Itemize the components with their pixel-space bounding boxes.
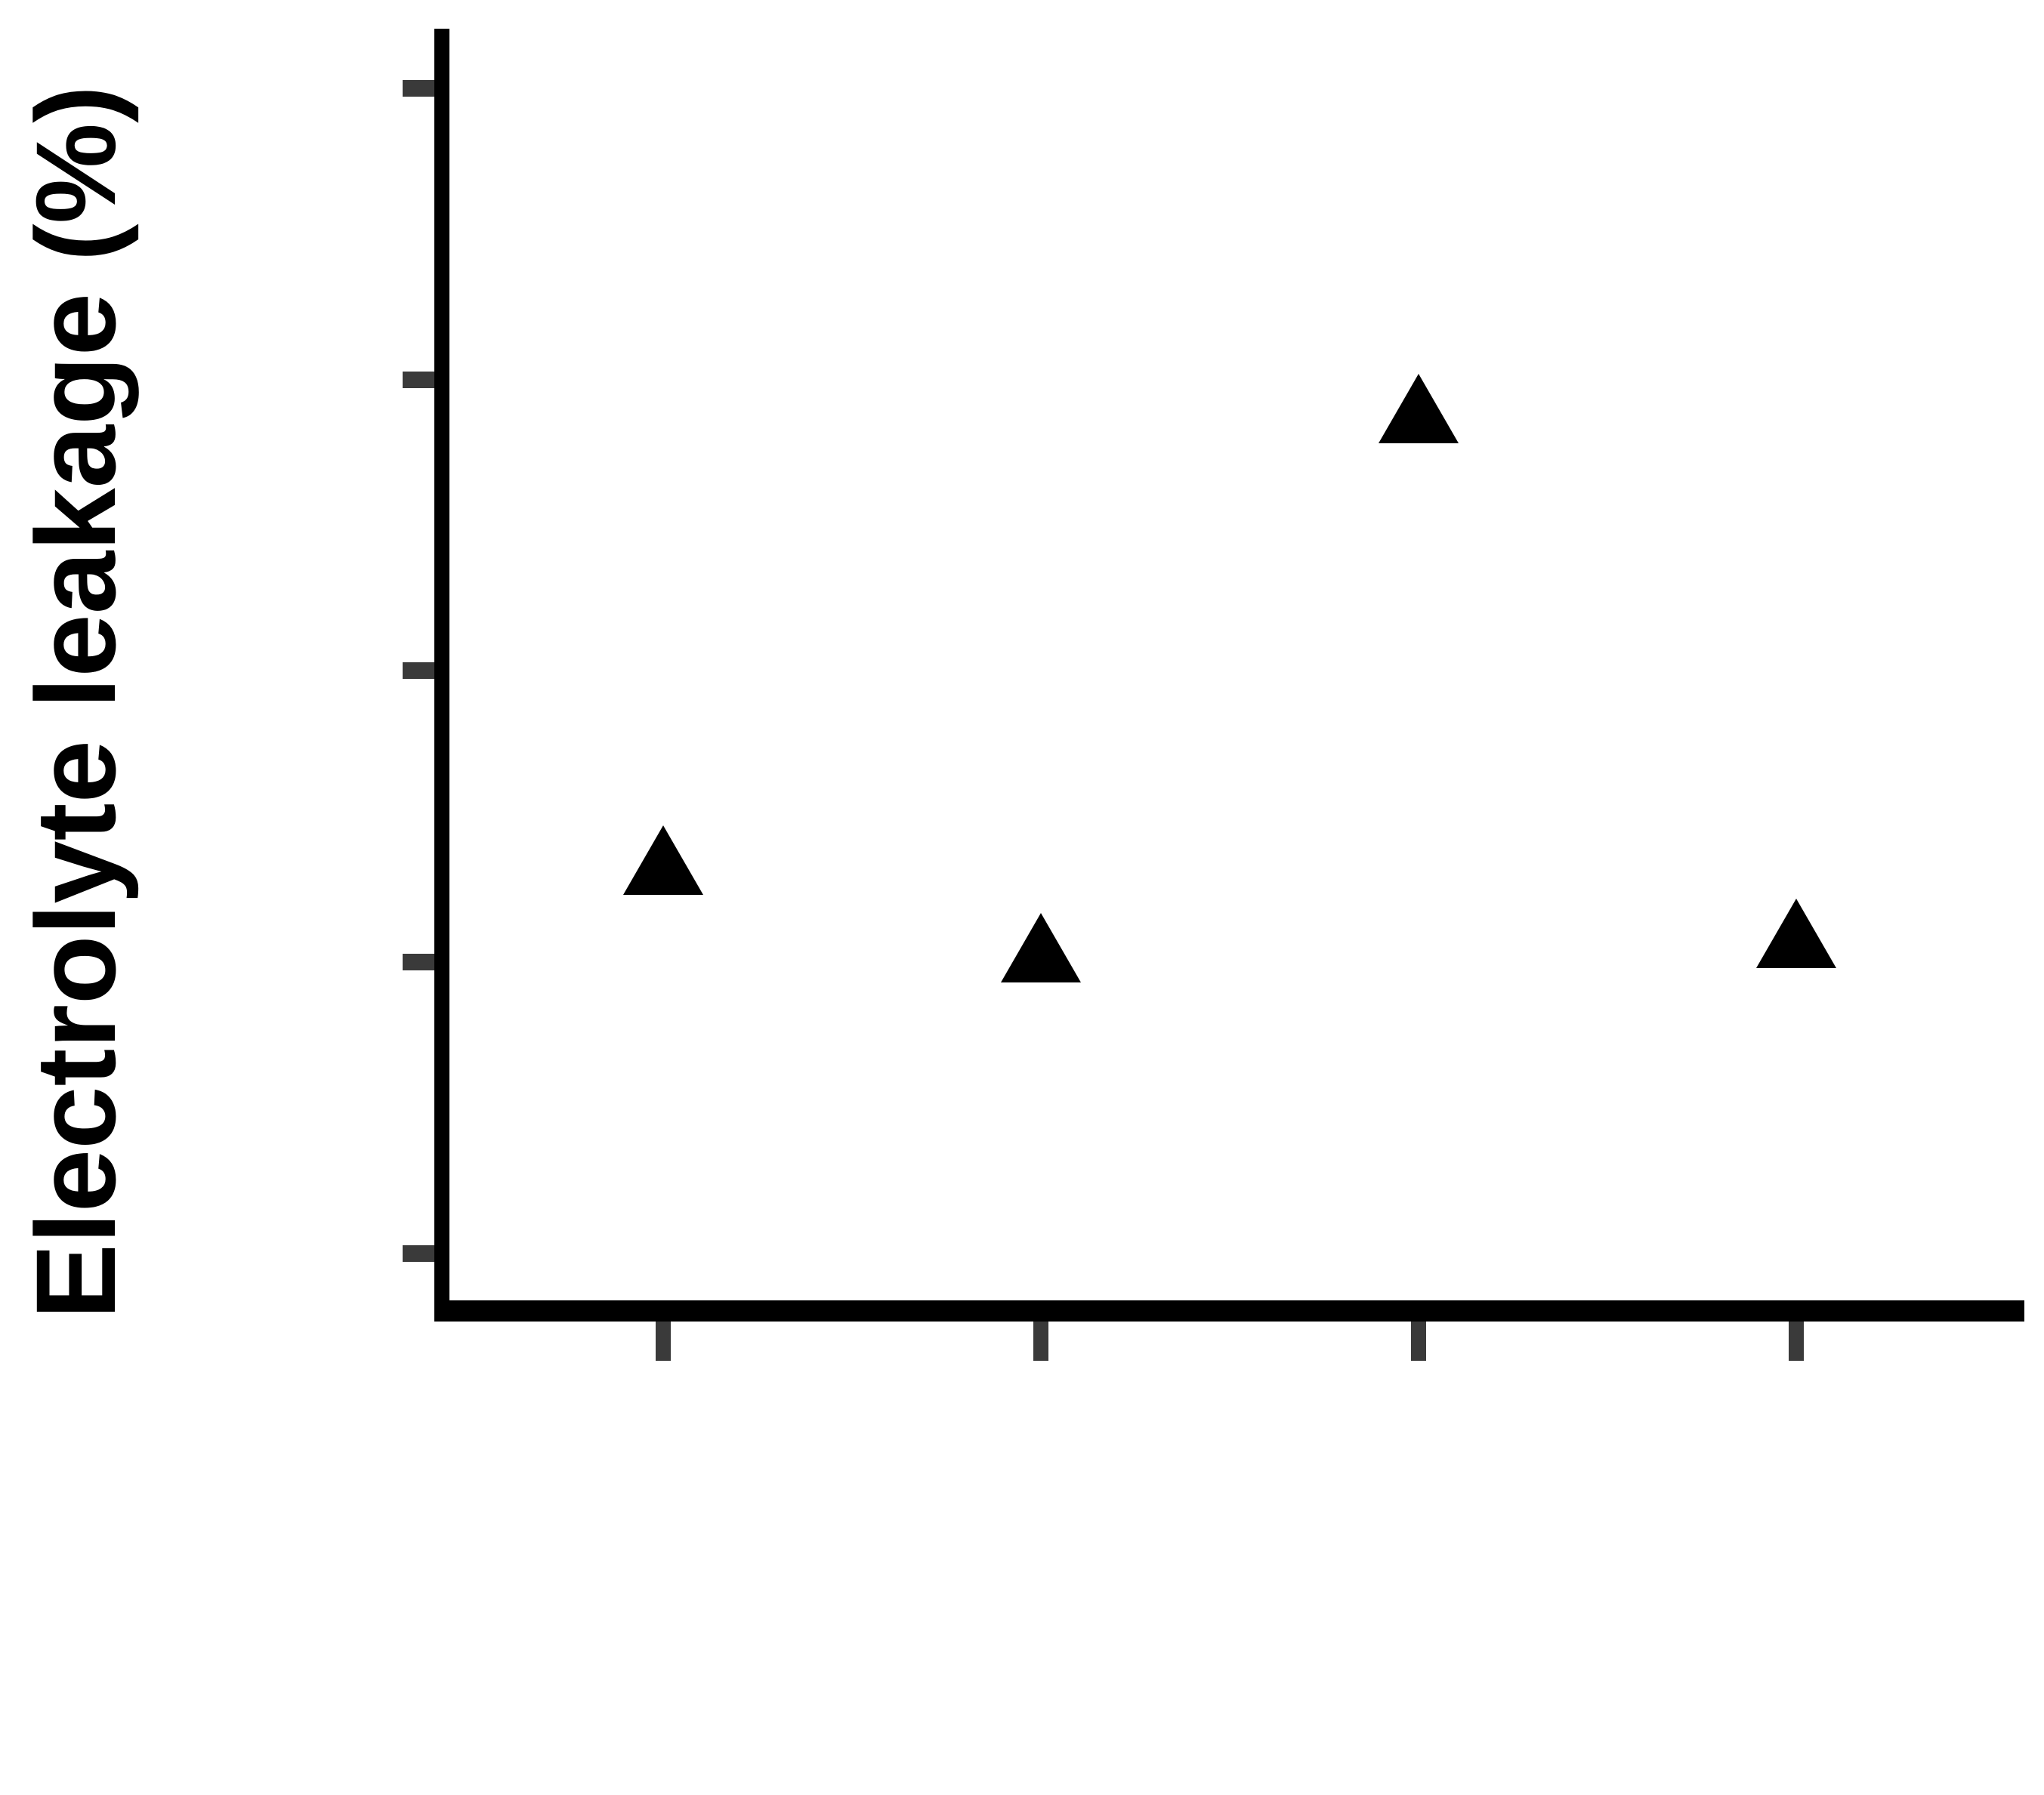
y-tick-mark — [403, 1245, 442, 1262]
triangle-marker — [1001, 912, 1081, 982]
y-axis-line — [434, 29, 449, 1322]
x-tick-label — [182, 1392, 796, 1795]
y-axis-title: Electrolyte leakage (%) — [12, 85, 139, 1320]
triangle-marker — [1756, 898, 1836, 968]
y-tick-mark — [403, 371, 442, 388]
y-tick-mark — [403, 79, 442, 97]
triangle-marker — [1379, 374, 1459, 444]
y-tick-mark — [403, 954, 442, 971]
y-tick-mark — [403, 662, 442, 680]
x-axis-line — [434, 1300, 2024, 1322]
triangle-marker — [623, 825, 703, 896]
